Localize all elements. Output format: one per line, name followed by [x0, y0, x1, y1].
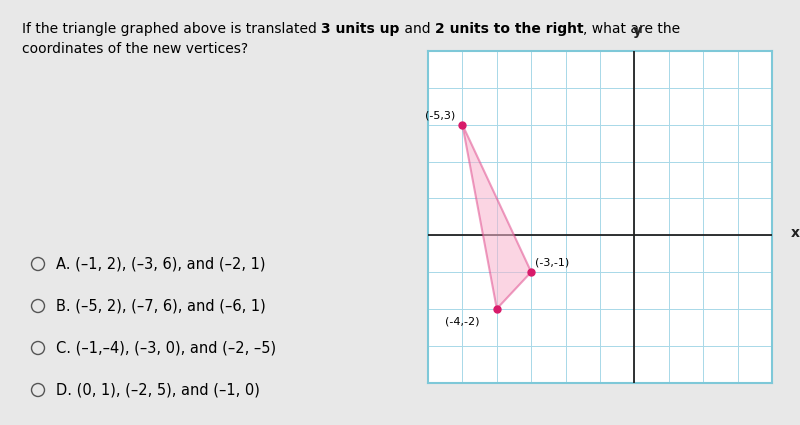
- Text: , what are the: , what are the: [583, 22, 680, 36]
- Text: x: x: [791, 227, 800, 240]
- Text: C. (–1,–4), (–3, 0), and (–2, –5): C. (–1,–4), (–3, 0), and (–2, –5): [56, 340, 276, 355]
- Circle shape: [31, 258, 45, 270]
- Text: coordinates of the new vertices?: coordinates of the new vertices?: [22, 42, 248, 56]
- Circle shape: [31, 300, 45, 312]
- Text: (-3,-1): (-3,-1): [534, 258, 569, 268]
- Text: If the triangle graphed above is translated: If the triangle graphed above is transla…: [22, 22, 322, 36]
- Circle shape: [31, 383, 45, 397]
- Polygon shape: [462, 125, 531, 309]
- Text: A. (–1, 2), (–3, 6), and (–2, 1): A. (–1, 2), (–3, 6), and (–2, 1): [56, 257, 266, 272]
- Text: and: and: [400, 22, 434, 36]
- Text: 3 units up: 3 units up: [322, 22, 400, 36]
- Text: (-5,3): (-5,3): [425, 110, 455, 120]
- Text: y: y: [634, 24, 642, 38]
- Text: 2 units to the right: 2 units to the right: [434, 22, 583, 36]
- Circle shape: [31, 342, 45, 354]
- Text: (-4,-2): (-4,-2): [446, 317, 480, 327]
- Text: D. (0, 1), (–2, 5), and (–1, 0): D. (0, 1), (–2, 5), and (–1, 0): [56, 382, 260, 397]
- Text: B. (–5, 2), (–7, 6), and (–6, 1): B. (–5, 2), (–7, 6), and (–6, 1): [56, 298, 266, 314]
